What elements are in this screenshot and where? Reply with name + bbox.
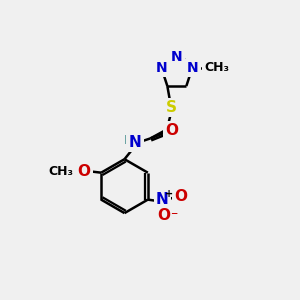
Text: O: O xyxy=(174,189,188,204)
Text: N: N xyxy=(171,50,183,64)
Text: N: N xyxy=(187,61,199,75)
Text: O: O xyxy=(158,208,170,223)
Text: H: H xyxy=(124,134,134,147)
Text: N: N xyxy=(156,192,169,207)
Text: N: N xyxy=(129,135,141,150)
Text: O: O xyxy=(166,123,178,138)
Text: CH₃: CH₃ xyxy=(204,61,230,74)
Text: CH₃: CH₃ xyxy=(49,165,74,178)
Text: ⁻: ⁻ xyxy=(170,209,178,223)
Text: +: + xyxy=(165,189,173,199)
Text: N: N xyxy=(156,61,167,75)
Text: O: O xyxy=(78,164,91,178)
Text: S: S xyxy=(166,100,177,115)
